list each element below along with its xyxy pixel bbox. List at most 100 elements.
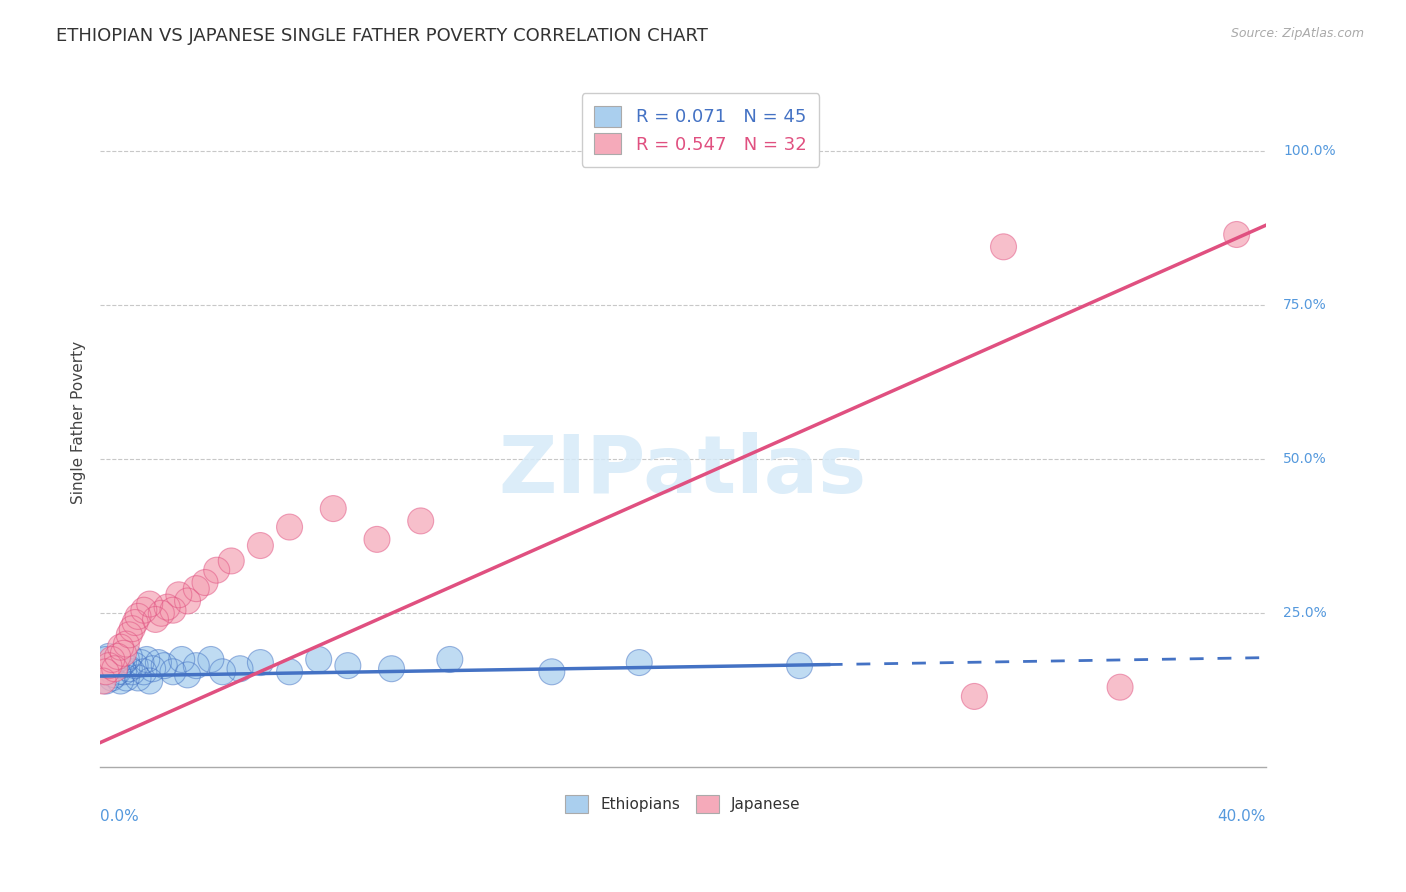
Point — [118, 662, 141, 676]
Point — [219, 554, 242, 568]
Point — [156, 600, 179, 615]
Point — [104, 668, 127, 682]
Point — [186, 658, 208, 673]
Point — [336, 658, 359, 673]
Text: 50.0%: 50.0% — [1284, 452, 1327, 467]
Point — [115, 671, 138, 685]
Point — [91, 673, 114, 688]
Point — [167, 588, 190, 602]
Point — [127, 609, 149, 624]
Text: 25.0%: 25.0% — [1284, 607, 1327, 620]
Point — [176, 668, 198, 682]
Point — [409, 514, 432, 528]
Point — [439, 652, 461, 666]
Point — [112, 665, 135, 679]
Point — [112, 665, 135, 679]
Text: 0.0%: 0.0% — [100, 809, 139, 823]
Point — [308, 652, 330, 666]
Point — [118, 628, 141, 642]
Point — [150, 607, 173, 621]
Point — [97, 662, 120, 676]
Point — [121, 622, 143, 636]
Point — [129, 656, 152, 670]
Point — [91, 673, 114, 688]
Point — [124, 615, 146, 630]
Point — [380, 662, 402, 676]
Point — [186, 658, 208, 673]
Point — [176, 594, 198, 608]
Point — [993, 240, 1015, 254]
Point — [205, 563, 228, 577]
Point — [132, 603, 155, 617]
Text: Source: ZipAtlas.com: Source: ZipAtlas.com — [1230, 27, 1364, 40]
Point — [186, 582, 208, 596]
Point — [249, 656, 271, 670]
Point — [148, 656, 170, 670]
Point — [380, 662, 402, 676]
Point — [118, 649, 141, 664]
Point — [107, 649, 129, 664]
Point — [121, 622, 143, 636]
Point — [229, 662, 252, 676]
Point — [186, 582, 208, 596]
Point — [1226, 227, 1249, 242]
Point — [118, 662, 141, 676]
Point — [176, 594, 198, 608]
Point — [993, 240, 1015, 254]
Point — [107, 652, 129, 666]
Point — [97, 658, 120, 673]
Point — [322, 501, 344, 516]
Point — [963, 690, 986, 704]
Point — [278, 520, 301, 534]
Point — [150, 607, 173, 621]
Point — [249, 656, 271, 670]
Point — [219, 554, 242, 568]
Point — [540, 665, 562, 679]
Point — [115, 637, 138, 651]
Point — [91, 665, 114, 679]
Point — [107, 652, 129, 666]
Point — [121, 665, 143, 679]
Point — [110, 640, 132, 655]
Point — [107, 665, 129, 679]
Legend: Ethiopians, Japanese: Ethiopians, Japanese — [557, 786, 810, 822]
Point — [142, 662, 165, 676]
Point — [94, 665, 117, 679]
Point — [101, 658, 124, 673]
Point — [94, 652, 117, 666]
Point — [110, 658, 132, 673]
Point — [127, 609, 149, 624]
Point — [118, 628, 141, 642]
Point — [153, 658, 176, 673]
Point — [170, 652, 193, 666]
Point — [336, 658, 359, 673]
Text: ETHIOPIAN VS JAPANESE SINGLE FATHER POVERTY CORRELATION CHART: ETHIOPIAN VS JAPANESE SINGLE FATHER POVE… — [56, 27, 709, 45]
Point — [142, 662, 165, 676]
Point — [94, 673, 117, 688]
Point — [97, 662, 120, 676]
Point — [97, 649, 120, 664]
Point — [170, 652, 193, 666]
Point — [124, 615, 146, 630]
Point — [162, 603, 184, 617]
Point — [124, 658, 146, 673]
Point — [138, 673, 160, 688]
Point — [205, 563, 228, 577]
Point — [101, 658, 124, 673]
Point — [94, 652, 117, 666]
Point — [540, 665, 562, 679]
Point — [145, 612, 167, 626]
Point — [135, 652, 157, 666]
Point — [112, 646, 135, 660]
Point — [104, 662, 127, 676]
Point — [1109, 680, 1132, 694]
Point — [115, 652, 138, 666]
Point — [200, 652, 222, 666]
Point — [145, 612, 167, 626]
Point — [322, 501, 344, 516]
Point — [1109, 680, 1132, 694]
Point — [138, 597, 160, 611]
Point — [112, 646, 135, 660]
Point — [278, 520, 301, 534]
Point — [101, 671, 124, 685]
